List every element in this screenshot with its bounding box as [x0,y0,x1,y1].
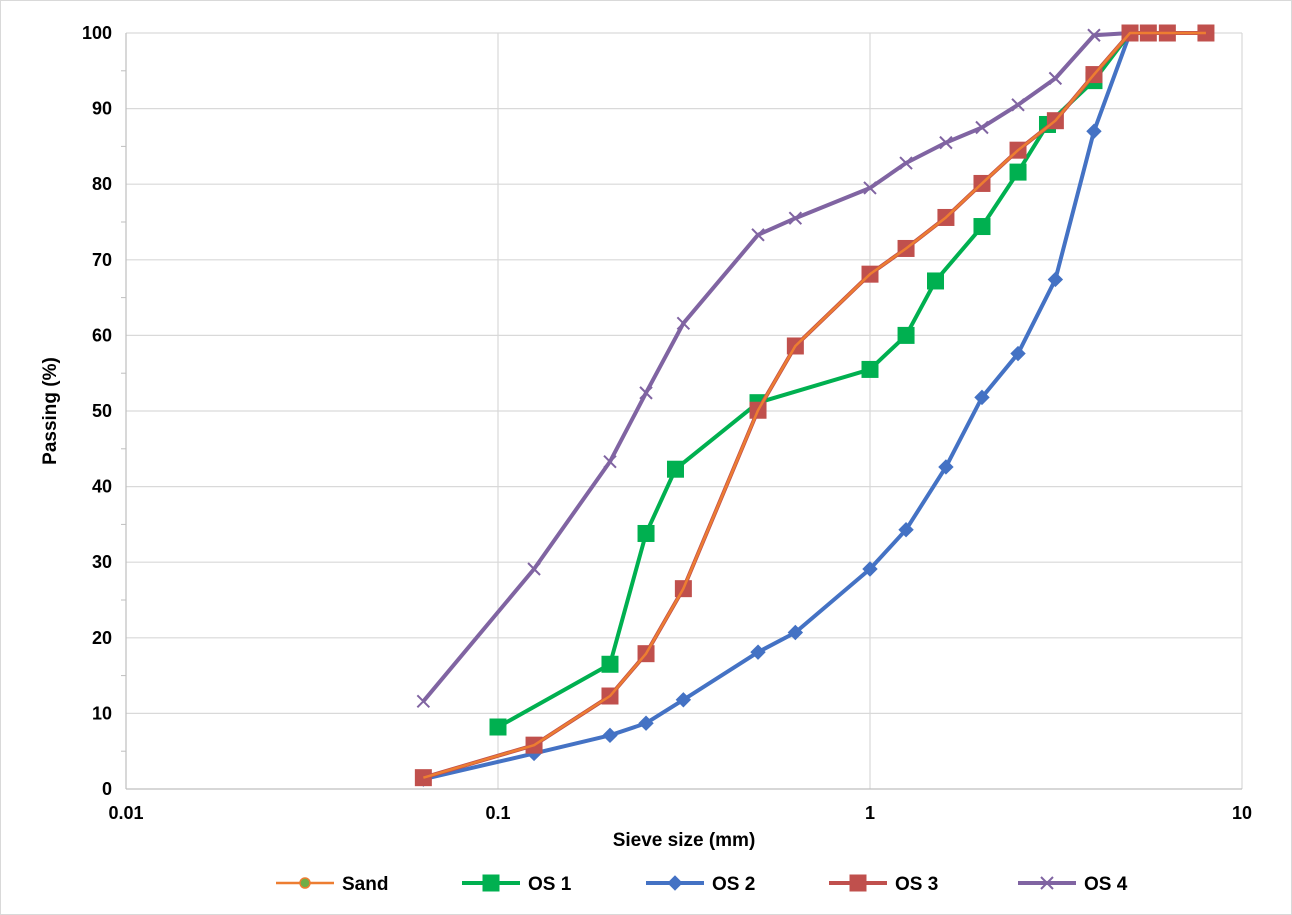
x-tick-label: 10 [1232,803,1252,823]
y-tick-label: 20 [92,628,112,648]
data-point-os-2 [1086,123,1102,139]
legend-marker-sand [299,877,311,889]
data-point-os-1 [666,460,684,478]
data-point-os-1 [489,718,507,736]
x-tick-label: 0.1 [485,803,510,823]
grid [126,32,1243,789]
data-point-os-1 [1009,163,1027,181]
data-point-os-2 [938,459,954,475]
legend-marker-os-1 [482,874,500,892]
data-point-os-2 [1047,271,1064,288]
y-axis-title: Passing (%) [40,357,61,465]
data-point-os-2 [862,561,878,577]
data-point-os-1 [637,524,655,542]
y-tick-label: 90 [92,99,112,119]
data-point-os-4 [939,135,953,150]
y-tick-label: 10 [92,703,112,723]
data-point-os-2 [787,624,804,641]
data-point-os-4 [751,228,765,242]
x-tick-label: 0.01 [108,803,143,823]
data-point-os-4 [676,316,691,331]
data-point-os-4 [639,386,653,400]
axes: 0 10 20 30 40 50 60 70 80 90 100 0.01 0.1 1 10 [82,23,1252,823]
data-point-os-2 [675,692,692,708]
legend-item-os-2: OS 2 [646,874,755,895]
legend-label-os-2: OS 2 [712,874,755,895]
y-tick-label: 70 [92,250,112,270]
legend-item-sand: Sand [276,874,388,895]
data-point-os-1 [861,360,879,378]
legend-label-os-4: OS 4 [1084,874,1128,895]
x-tick-label: 1 [865,803,875,823]
legend-item-os-4: OS 4 [1018,874,1128,895]
y-tick-label: 80 [92,174,112,194]
legend-marker-os-3 [849,874,867,892]
data-point-os-2 [974,389,990,406]
data-point-os-4 [863,181,877,195]
y-tick-label: 60 [92,325,112,345]
data-point-os-2 [638,715,654,731]
data-point-os-4 [603,454,617,469]
y-tick-label: 50 [92,401,112,421]
data-point-os-4 [1087,28,1101,42]
y-tick-label: 0 [102,779,112,799]
data-point-os-1 [897,326,915,344]
data-point-os-2 [750,644,766,660]
legend-item-os-1: OS 1 [462,874,572,895]
data-point-os-4 [1011,98,1025,112]
series-line-sand [423,31,1206,779]
series-lines [414,24,1215,787]
data-point-os-4 [527,562,541,576]
data-point-os-2 [898,521,914,538]
series-os-3 [414,24,1215,787]
data-point-os-2 [1010,345,1026,362]
legend-marker-os-4 [1040,876,1054,890]
legend-label-os-3: OS 3 [895,874,938,895]
series-sand [423,31,1206,779]
legend-marker-os-2 [667,875,683,891]
y-tick-label: 30 [92,552,112,572]
legend-label-sand: Sand [342,874,388,895]
data-point-os-1 [601,655,619,673]
legend-item-os-3: OS 3 [829,874,938,895]
y-tick-label: 40 [92,477,112,497]
data-point-os-4 [975,120,989,135]
data-point-os-4 [416,694,431,709]
data-point-os-1 [927,272,945,290]
y-tick-label: 100 [82,23,112,43]
data-point-os-4 [1048,71,1063,86]
data-point-os-4 [899,156,913,170]
x-axis-title: Sieve size (mm) [613,830,756,851]
legend: Sand OS 1 OS 2 OS 3 OS 4 [276,874,1128,895]
data-point-os-1 [973,218,991,236]
data-point-os-4 [788,211,803,225]
legend-label-os-1: OS 1 [528,874,572,895]
data-point-os-2 [602,727,618,744]
